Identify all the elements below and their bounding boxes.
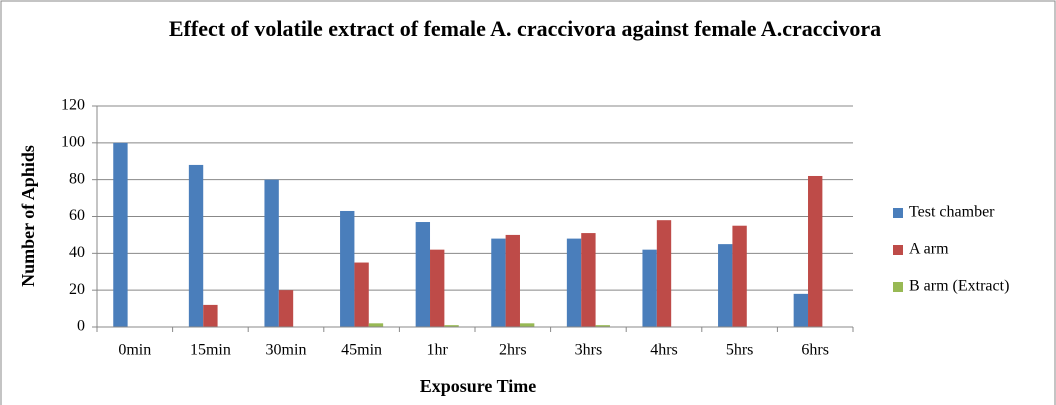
y-tick-label: 80: [69, 170, 85, 187]
y-tick-label: 120: [61, 97, 85, 114]
bar: [718, 244, 733, 327]
legend-label: Test chamber: [909, 204, 995, 221]
x-tick-label: 6hrs: [801, 342, 829, 359]
bar: [793, 293, 809, 327]
y-tick-label: 60: [69, 207, 85, 224]
bar: [732, 225, 747, 327]
legend-swatch: [893, 208, 903, 218]
bar: [491, 238, 506, 327]
bar: [368, 323, 384, 327]
x-tick-label: 0min: [118, 342, 151, 359]
bar: [505, 234, 520, 327]
bar: [415, 222, 431, 327]
bar: [808, 175, 823, 327]
bar: [642, 249, 657, 327]
chart-title: Effect of volatile extract of female A. …: [168, 16, 882, 41]
bar: [203, 304, 218, 327]
bar: [595, 325, 610, 327]
y-tick-label: 20: [69, 281, 85, 298]
bar: [188, 164, 204, 327]
x-tick-label: 30min: [266, 342, 307, 359]
y-tick-label: 0: [77, 318, 85, 335]
bar: [444, 325, 459, 327]
bar: [581, 233, 596, 327]
x-tick-label: 1hr: [427, 342, 449, 359]
x-axis-title: Exposure Time: [420, 376, 537, 396]
bar: [656, 220, 672, 327]
legend-swatch: [893, 245, 903, 255]
bar: [113, 142, 128, 327]
y-tick-label: 100: [61, 134, 85, 151]
bar: [519, 323, 535, 327]
legend-label: A arm: [909, 241, 949, 258]
x-tick-label: 45min: [341, 342, 382, 359]
y-tick-label: 40: [69, 244, 85, 261]
x-tick-label: 3hrs: [575, 342, 603, 359]
x-tick-label: 2hrs: [499, 342, 527, 359]
x-tick-label: 5hrs: [726, 342, 754, 359]
legend-label: B arm (Extract): [909, 278, 1009, 295]
bar: [354, 262, 369, 327]
bar: [340, 210, 355, 327]
legend-swatch: [893, 282, 903, 292]
bar: [430, 249, 445, 327]
y-axis-title: Number of Aphids: [18, 145, 38, 287]
bar: [566, 238, 582, 327]
bar: [264, 179, 279, 327]
x-tick-label: 15min: [190, 342, 231, 359]
bar: [278, 290, 294, 327]
x-tick-label: 4hrs: [650, 342, 678, 359]
